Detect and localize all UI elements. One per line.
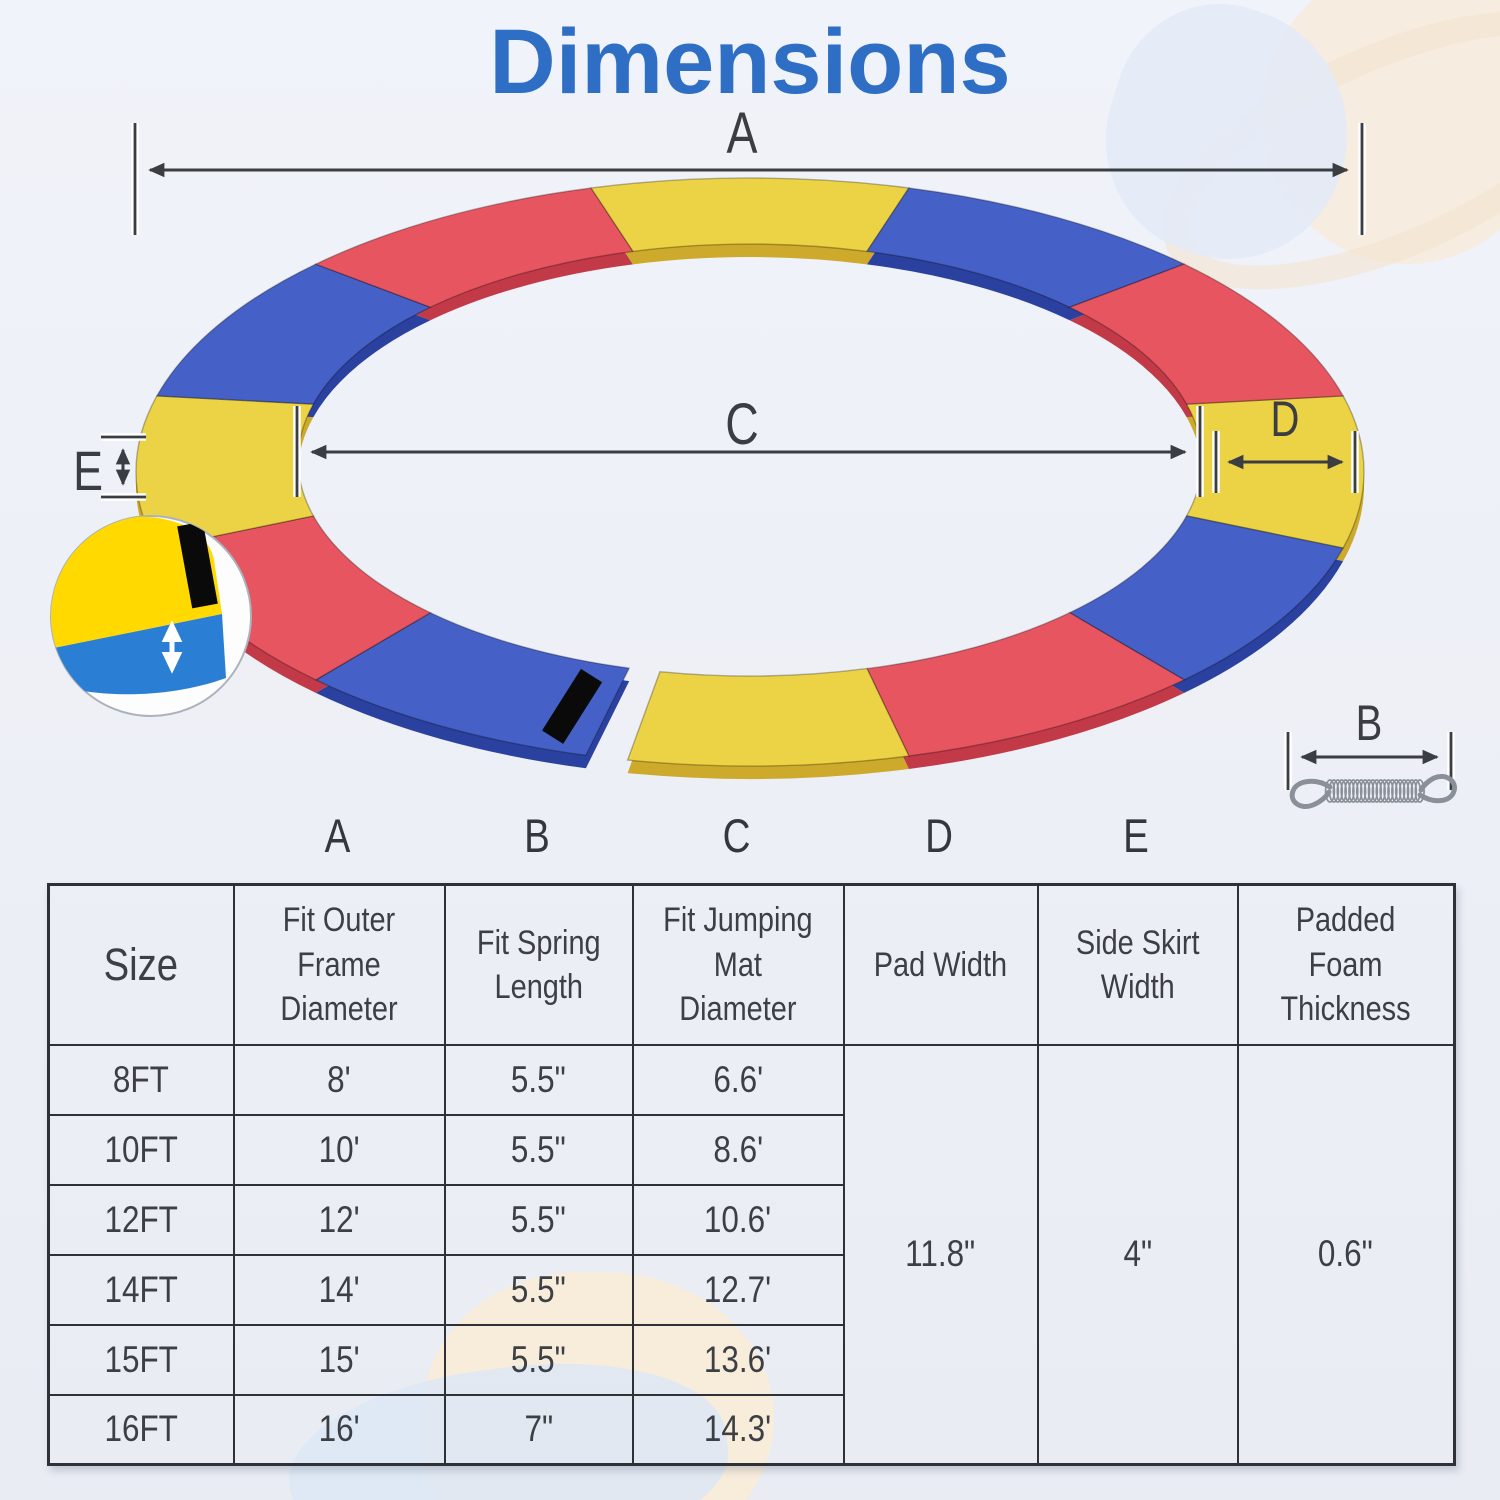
- cell-mat-diameter: 12.7': [631, 1253, 845, 1326]
- page-title: Dimensions: [489, 11, 1011, 113]
- cell-side-skirt-width: 4": [1036, 1043, 1239, 1466]
- dimensions-diagram: A C D E B: [50, 101, 1457, 809]
- cell-mat-diameter: 13.6': [631, 1323, 845, 1396]
- table-header-row: Size Fit Outer Frame Diameter Fit Spring L…: [47, 883, 1456, 1046]
- table-row-12FT: 12FT 12' 5.5" 10.6': [47, 1183, 1455, 1256]
- dimensions-table: Size Fit Outer Frame Diameter Fit Spring L…: [47, 883, 1456, 1466]
- column-letter-B: B: [524, 809, 550, 862]
- dim-label-a: A: [727, 101, 758, 166]
- col-header-1: Fit Outer Frame Diameter: [232, 883, 446, 1046]
- dim-label-d: D: [1271, 391, 1300, 447]
- cell-size: 12FT: [47, 1183, 235, 1256]
- dim-b: B: [1284, 695, 1455, 790]
- dim-d: D: [1212, 391, 1359, 493]
- cell-frame-diameter: 12': [232, 1183, 446, 1256]
- cell-frame-diameter: 14': [232, 1253, 446, 1326]
- inset-velcro: [177, 521, 218, 609]
- cell-frame-diameter: 10': [232, 1113, 446, 1186]
- dim-c: C: [293, 392, 1204, 497]
- col-header-5: Side Skirt Width: [1036, 883, 1239, 1046]
- table-row-8FT: 8FT 8' 5.5" 6.6' 11.8" 4" 0.6": [47, 1043, 1456, 1466]
- cell-mat-diameter: 6.6': [631, 1043, 845, 1116]
- inset-foam-top: [51, 516, 222, 650]
- column-letter-A: A: [324, 809, 351, 862]
- cell-mat-diameter: 8.6': [631, 1113, 845, 1186]
- cell-mat-diameter: 10.6': [631, 1183, 845, 1256]
- cell-pad-width: 11.8": [842, 1043, 1039, 1466]
- dim-e: E: [73, 433, 146, 502]
- dim-label-c: C: [725, 392, 759, 457]
- col-header-2: Fit Spring Length: [443, 883, 634, 1046]
- cell-size: 15FT: [47, 1323, 235, 1396]
- spring-icon: [1289, 774, 1457, 809]
- col-header-4: Pad Width: [842, 883, 1039, 1046]
- dim-label-e: E: [73, 439, 103, 502]
- cell-spring-length: 5.5": [443, 1183, 634, 1256]
- column-letter-E: E: [1123, 809, 1149, 862]
- cell-size: 8FT: [47, 1043, 235, 1116]
- cell-mat-diameter: 14.3': [631, 1393, 845, 1466]
- col-header-3: Fit Jumping Mat Diameter: [631, 883, 845, 1046]
- velcro-strap: [542, 668, 603, 744]
- cell-size: 14FT: [47, 1253, 235, 1326]
- table-row-10FT: 10FT 10' 5.5" 8.6': [47, 1113, 1455, 1186]
- table-row-16FT: 16FT 16' 7" 14.3': [47, 1393, 1455, 1466]
- cell-padded-foam-thickness: 0.6": [1236, 1043, 1456, 1466]
- pad-ring: [135, 177, 1365, 767]
- column-letter-C: C: [722, 809, 751, 862]
- dim-label-b: B: [1356, 695, 1383, 751]
- cell-size: 10FT: [47, 1113, 235, 1186]
- cell-frame-diameter: 16': [232, 1393, 446, 1466]
- col-header-0: Size: [47, 883, 235, 1046]
- cell-size: 16FT: [47, 1393, 235, 1466]
- dim-a: A: [131, 101, 1366, 235]
- cell-spring-length: 7": [443, 1393, 634, 1466]
- cell-spring-length: 5.5": [443, 1323, 634, 1396]
- cell-spring-length: 5.5": [443, 1043, 634, 1116]
- col-header-6: Padded Foam Thickness: [1236, 883, 1456, 1046]
- table-row-14FT: 14FT 14' 5.5" 12.7': [47, 1253, 1455, 1326]
- cell-frame-diameter: 8': [232, 1043, 446, 1116]
- column-letter-D: D: [925, 809, 953, 862]
- cell-spring-length: 5.5": [443, 1113, 634, 1186]
- pad-corner-inset: [50, 515, 252, 717]
- table-row-15FT: 15FT 15' 5.5" 13.6': [47, 1323, 1455, 1396]
- cell-frame-diameter: 15': [232, 1323, 446, 1396]
- cell-spring-length: 5.5": [443, 1253, 634, 1326]
